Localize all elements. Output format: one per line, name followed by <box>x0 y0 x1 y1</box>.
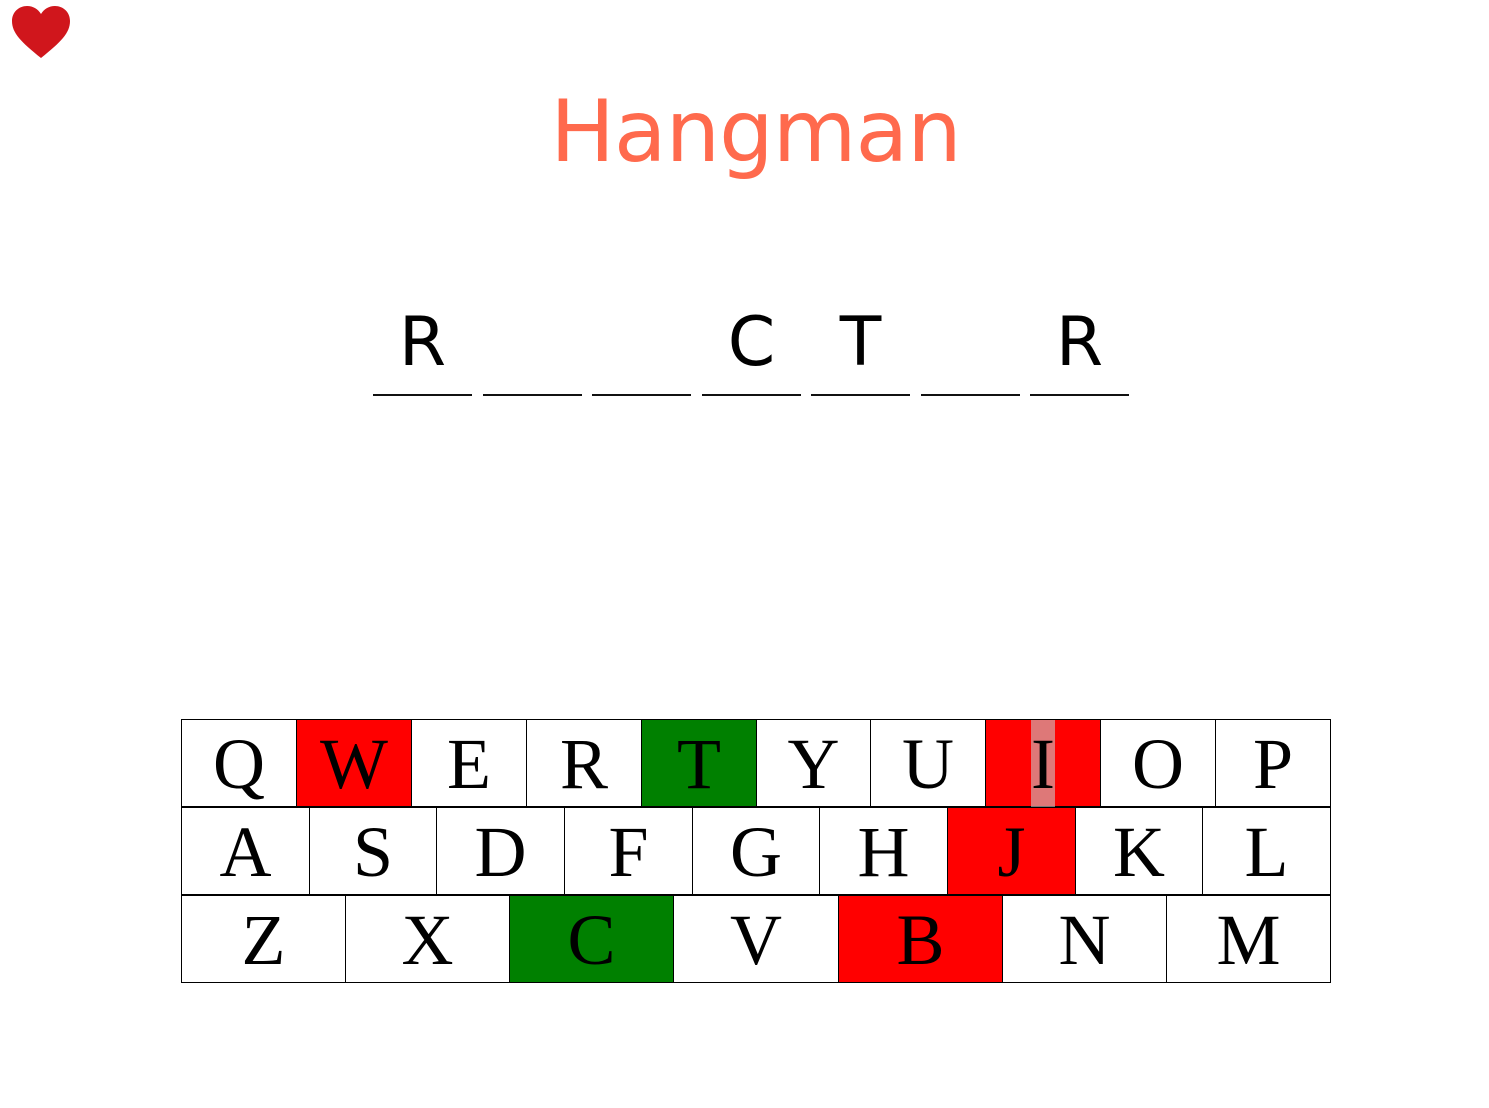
key-y[interactable]: Y <box>756 719 871 807</box>
key-label: C <box>567 900 616 980</box>
key-label: A <box>219 812 272 892</box>
key-t[interactable]: T <box>641 719 757 807</box>
letter-slot <box>483 300 582 396</box>
key-z[interactable]: Z <box>181 895 346 983</box>
key-m[interactable]: M <box>1166 895 1331 983</box>
key-label: S <box>352 812 394 892</box>
letter-slot: R <box>373 300 472 396</box>
key-label: W <box>320 724 388 804</box>
key-a[interactable]: A <box>181 807 310 895</box>
key-l[interactable]: L <box>1202 807 1331 895</box>
slot-letter: T <box>839 303 882 382</box>
key-label: N <box>1058 900 1111 980</box>
letter-slot: C <box>702 300 801 396</box>
key-e[interactable]: E <box>411 719 527 807</box>
slot-letter: R <box>1055 303 1104 382</box>
key-label: T <box>677 724 721 804</box>
key-label: M <box>1216 900 1281 980</box>
key-label: I <box>1031 724 1055 804</box>
key-r[interactable]: R <box>526 719 642 807</box>
slot-letter: C <box>727 303 776 382</box>
key-k[interactable]: K <box>1075 807 1203 895</box>
key-b[interactable]: B <box>838 895 1003 983</box>
key-label: K <box>1113 812 1165 892</box>
key-h[interactable]: H <box>819 807 948 895</box>
key-label: L <box>1244 812 1289 892</box>
heart-icon <box>11 6 71 60</box>
key-v[interactable]: V <box>673 895 839 983</box>
key-c[interactable]: C <box>509 895 674 983</box>
key-label: Z <box>241 900 286 980</box>
key-i[interactable]: I <box>985 719 1101 808</box>
key-w[interactable]: W <box>296 719 412 807</box>
key-p[interactable]: P <box>1215 719 1331 807</box>
letter-slot: T <box>811 300 910 396</box>
key-label: E <box>447 724 491 804</box>
key-f[interactable]: F <box>564 807 693 895</box>
letter-slot: R <box>1030 300 1129 396</box>
key-label: Q <box>213 724 265 804</box>
key-j[interactable]: J <box>947 807 1076 895</box>
key-label: G <box>730 812 782 892</box>
key-d[interactable]: D <box>436 807 565 895</box>
key-x[interactable]: X <box>345 895 510 983</box>
key-label: D <box>474 812 527 892</box>
letter-slot <box>921 300 1020 396</box>
key-label: H <box>857 812 910 892</box>
letter-slot <box>592 300 691 396</box>
key-n[interactable]: N <box>1002 895 1167 983</box>
key-label: O <box>1132 724 1184 804</box>
key-label: J <box>997 812 1026 892</box>
key-u[interactable]: U <box>870 719 986 807</box>
key-g[interactable]: G <box>692 807 820 895</box>
page-title: Hangman <box>550 82 961 182</box>
key-o[interactable]: O <box>1100 719 1216 807</box>
key-label: Y <box>787 724 840 804</box>
key-label: V <box>730 900 782 980</box>
key-label: P <box>1252 724 1294 804</box>
key-label: U <box>902 724 954 804</box>
key-label: R <box>559 724 609 804</box>
key-label: B <box>896 900 945 980</box>
key-q[interactable]: Q <box>181 719 297 807</box>
slot-letter: R <box>398 303 447 382</box>
key-label: F <box>608 812 649 892</box>
selection-highlight <box>1031 720 1055 808</box>
key-s[interactable]: S <box>309 807 437 895</box>
key-label: X <box>401 900 454 980</box>
